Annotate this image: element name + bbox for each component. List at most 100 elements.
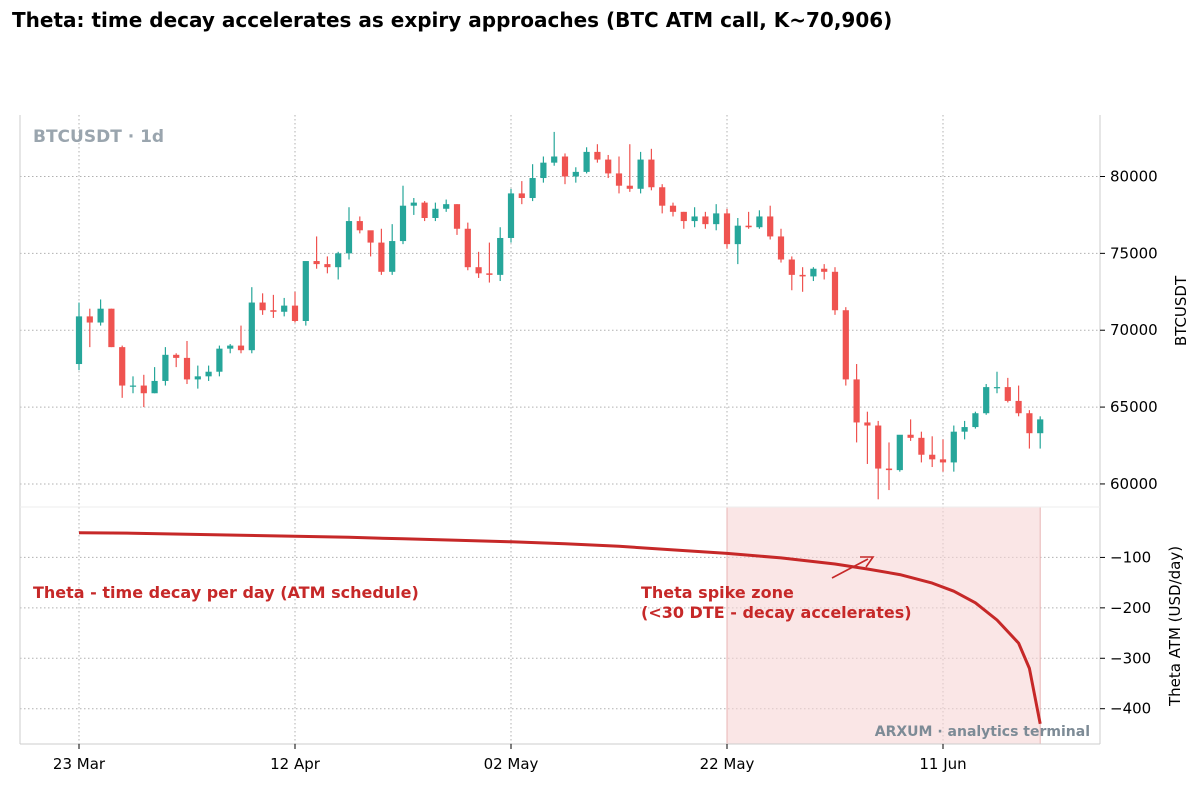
candle [432, 202, 439, 222]
candle-body [1004, 387, 1011, 401]
candle [648, 148, 655, 191]
candle [248, 287, 255, 354]
candle-body [993, 387, 1001, 389]
candle-body [216, 348, 223, 372]
candle-body [734, 225, 741, 245]
candle-body [821, 268, 828, 272]
theta-line-series [78, 531, 1042, 725]
candle [507, 188, 515, 243]
candle [702, 211, 709, 229]
xtick-label: 22 May [700, 755, 755, 773]
candle-body [939, 459, 947, 463]
candle [821, 264, 828, 280]
candle-body [885, 468, 893, 471]
candle-body [248, 302, 255, 351]
candle [119, 345, 126, 398]
candle-body [745, 225, 752, 228]
candle-body [507, 193, 515, 238]
candle [831, 267, 839, 315]
xtick-label: 02 May [484, 755, 539, 773]
candle [669, 202, 677, 217]
candle-body [432, 208, 439, 218]
candle-body [151, 380, 158, 394]
candle-body [594, 151, 601, 160]
candle-body [875, 425, 882, 469]
candle [767, 205, 774, 240]
ticker-label: BTCUSDT · 1d [33, 127, 164, 147]
candle [183, 340, 191, 385]
candle-body [767, 216, 774, 237]
candle [378, 228, 385, 275]
candle-body [788, 259, 795, 275]
candle-body [389, 241, 396, 272]
candle [86, 308, 93, 348]
candle [302, 261, 309, 326]
candle-body [529, 178, 536, 199]
candle-body [950, 431, 957, 463]
candle-body [842, 310, 849, 380]
xtick-label: 11 Jun [919, 755, 966, 773]
candle-body [907, 434, 914, 438]
spike-zone-arrow-shaft [831, 558, 869, 579]
candle [216, 345, 223, 377]
candle [291, 291, 299, 323]
candle-body [680, 211, 687, 222]
candle-body [918, 437, 925, 455]
xtick-label: 12 Apr [270, 755, 321, 773]
candle [410, 198, 417, 215]
theta-ytick-label: −100 [1110, 548, 1151, 566]
candle-body [561, 156, 569, 177]
candle-body [421, 202, 428, 218]
candle-body [291, 305, 299, 321]
candle-body [475, 267, 482, 274]
candle [389, 224, 396, 275]
candle-body [799, 274, 806, 277]
price-ytick-label: 70000 [1110, 321, 1158, 339]
price-ytick-label: 65000 [1110, 398, 1158, 416]
candle-body [572, 171, 579, 177]
candle [659, 184, 666, 214]
candle [713, 204, 720, 231]
candle-body [97, 308, 104, 323]
candle [594, 144, 601, 163]
candle [929, 436, 936, 468]
candle [540, 156, 547, 183]
candle [486, 242, 493, 283]
candle-body [86, 316, 93, 323]
candle [853, 364, 860, 443]
candle-body [399, 205, 407, 242]
candle [745, 211, 752, 229]
candle [281, 297, 288, 317]
candle [950, 425, 957, 472]
candle [313, 236, 320, 269]
candle [259, 293, 266, 315]
candle [605, 154, 612, 179]
candle-body [108, 308, 115, 348]
price-ytick-label: 75000 [1110, 244, 1158, 262]
candle-body [1037, 419, 1044, 434]
candle-body [75, 316, 83, 365]
candle-body [702, 216, 709, 225]
candle [993, 371, 1001, 394]
candle-body [669, 205, 677, 212]
candle [399, 185, 407, 245]
candle [518, 181, 525, 205]
candle [173, 353, 180, 368]
candle-body [831, 271, 839, 311]
candle [194, 365, 201, 389]
candle [324, 256, 331, 274]
candle [551, 131, 558, 166]
candle-body [464, 228, 471, 268]
candle-body [227, 345, 234, 349]
candle-body [691, 216, 698, 222]
candle [723, 208, 731, 249]
theta-series-annotation: Theta - time decay per day (ATM schedule… [33, 583, 419, 602]
candle-body [259, 302, 266, 311]
candle [691, 207, 698, 228]
candle-body [410, 202, 417, 206]
candle-body [162, 354, 169, 381]
candle [864, 411, 871, 464]
candle-body [896, 434, 903, 471]
candle [205, 365, 212, 381]
